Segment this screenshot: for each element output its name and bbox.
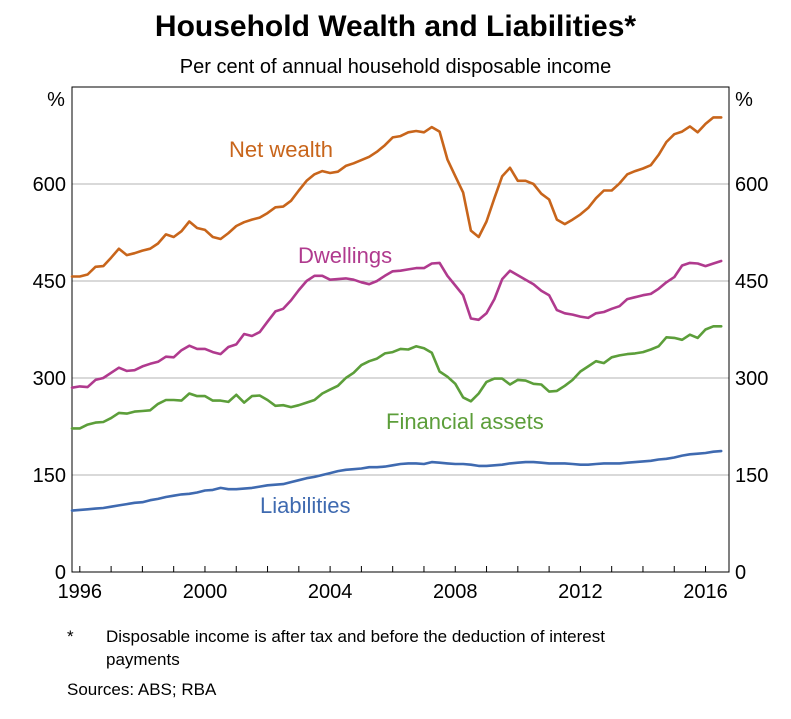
y-tick-label-left: 600 — [33, 174, 66, 196]
y-tick-label-left: 300 — [33, 368, 66, 390]
y-tick-label-left: 450 — [33, 271, 66, 293]
chart-subtitle: Per cent of annual household disposable … — [179, 56, 612, 78]
y-tick-label-right: 150 — [735, 465, 768, 487]
series-line-liabilities — [70, 449, 723, 512]
axis-ticks — [79, 566, 707, 572]
x-tick-label: 2004 — [308, 581, 353, 603]
x-tick-label: 2016 — [683, 581, 728, 603]
tick-labels: 0 0 150 150 300 300 450 450 600 600 1996 2000 2004 20… — [33, 174, 769, 603]
series-lines — [70, 116, 723, 512]
y-tick-label-left: 0 — [55, 562, 66, 584]
footnote-line-1: Disposable income is after tax and befor… — [106, 627, 605, 646]
label-liabilities: Liabilities — [260, 493, 351, 518]
x-tick-label: 2008 — [433, 581, 478, 603]
plot-frame — [71, 86, 730, 573]
y-tick-label-right: 300 — [735, 368, 768, 390]
label-financial-assets: Financial assets — [386, 409, 544, 434]
series-line-net-wealth — [70, 116, 723, 278]
footnote-line-2: payments — [106, 650, 180, 669]
footnote-marker: * — [67, 627, 74, 646]
label-net-wealth: Net wealth — [229, 137, 333, 162]
series-line-dwellings — [70, 259, 723, 390]
y-tick-label-right: 0 — [735, 562, 746, 584]
y-tick-label-right: 450 — [735, 271, 768, 293]
chart-title: Household Wealth and Liabilities* — [154, 10, 637, 43]
x-tick-label: 1996 — [58, 581, 103, 603]
sources-note: Sources: ABS; RBA — [67, 680, 217, 699]
y-tick-label-right: 600 — [735, 174, 768, 196]
y-tick-label-left: 150 — [33, 465, 66, 487]
y-axis-unit-left: % — [47, 89, 65, 111]
x-tick-label: 2000 — [183, 581, 228, 603]
x-tick-label: 2012 — [558, 581, 603, 603]
label-dwellings: Dwellings — [298, 243, 392, 268]
y-axis-unit-right: % — [735, 89, 753, 111]
series-line-financial-assets — [70, 324, 723, 430]
